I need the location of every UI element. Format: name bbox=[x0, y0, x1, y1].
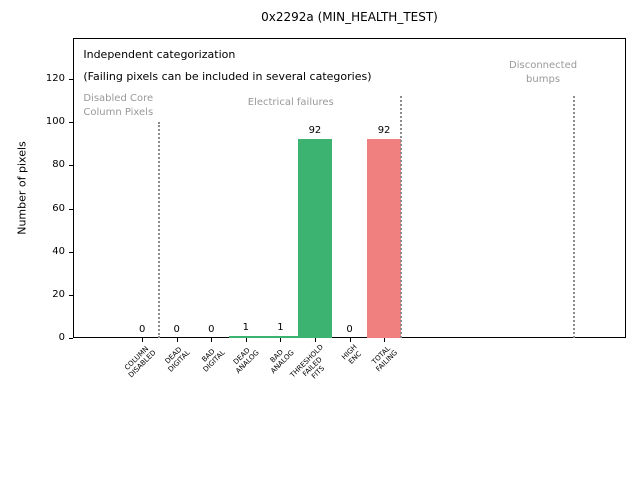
x-tick-mark bbox=[384, 338, 386, 342]
y-axis-label: Number of pixels bbox=[15, 141, 29, 235]
x-tick-mark bbox=[349, 338, 351, 342]
bar-value-label: 92 bbox=[308, 125, 322, 137]
chart-annotation: Independent categorization bbox=[83, 47, 236, 61]
x-tick-mark bbox=[280, 338, 282, 342]
y-tick-label: 120 bbox=[45, 73, 65, 84]
x-tick-label: HIGH ENC bbox=[340, 343, 364, 366]
bar bbox=[263, 335, 298, 338]
y-tick-mark bbox=[69, 294, 73, 296]
y-tick-mark bbox=[69, 251, 73, 253]
y-tick-mark bbox=[69, 208, 73, 210]
x-tick-label: DEAD ANALOG bbox=[232, 346, 262, 376]
bar bbox=[297, 139, 333, 338]
bar-value-label: 0 bbox=[173, 324, 180, 335]
section-separator-line bbox=[400, 96, 403, 338]
section-separator-line bbox=[573, 96, 576, 338]
y-tick-mark bbox=[69, 122, 73, 124]
bar bbox=[366, 139, 402, 338]
bar-value-label: 1 bbox=[277, 321, 284, 333]
chart-annotation: (Failing pixels can be included in sever… bbox=[83, 70, 372, 84]
x-tick-label: THRESHOLD FAILED FITS bbox=[288, 343, 326, 381]
x-tick-label: TOTAL FAILING bbox=[370, 344, 400, 374]
x-tick-mark bbox=[314, 338, 316, 342]
x-tick-label: COLUMN DISABLED bbox=[122, 344, 158, 380]
bar-value-label: 0 bbox=[138, 324, 146, 335]
x-tick-mark bbox=[211, 338, 213, 342]
x-tick-mark bbox=[176, 338, 178, 342]
bar-value-label: 1 bbox=[242, 321, 249, 333]
y-tick-label: 80 bbox=[52, 159, 65, 171]
bar bbox=[228, 335, 264, 338]
y-tick-mark bbox=[69, 79, 73, 80]
y-tick-label: 60 bbox=[52, 202, 65, 214]
x-tick-mark bbox=[142, 338, 144, 342]
chart-annotation: Electrical failures bbox=[247, 97, 334, 109]
chart-annotation: Disabled Core Column Pixels bbox=[83, 92, 154, 118]
bar-value-label: 92 bbox=[377, 125, 391, 137]
y-tick-mark bbox=[69, 338, 73, 339]
x-tick-label: DEAD DIGITAL bbox=[163, 345, 193, 374]
y-tick-label: 40 bbox=[52, 245, 65, 257]
y-tick-mark bbox=[69, 165, 73, 167]
y-tick-label: 20 bbox=[52, 288, 65, 300]
y-tick-label: 0 bbox=[58, 332, 65, 343]
plot-area bbox=[73, 38, 626, 338]
x-tick-mark bbox=[245, 338, 247, 342]
chart-annotation: Disconnected bumps bbox=[509, 59, 578, 85]
chart-title: 0x2292a (MIN_HEALTH_TEST) bbox=[261, 10, 438, 24]
section-separator-line bbox=[158, 122, 161, 338]
bar-value-label: 0 bbox=[346, 324, 353, 335]
y-tick-label: 100 bbox=[45, 116, 65, 128]
bar-value-label: 0 bbox=[208, 324, 215, 335]
x-tick-label: BAD DIGITAL bbox=[200, 347, 227, 374]
